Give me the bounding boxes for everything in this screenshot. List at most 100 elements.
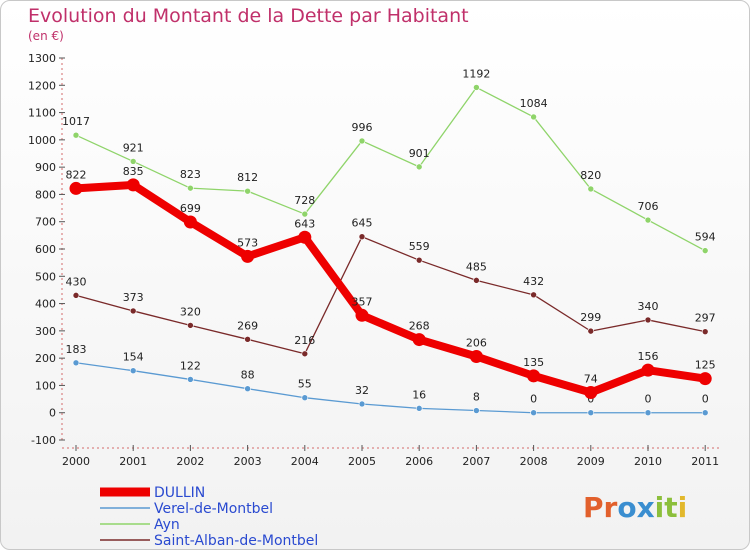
data-point: [298, 230, 312, 244]
data-label: 1192: [462, 67, 490, 80]
x-tick-label: 2000: [62, 455, 90, 468]
data-label: 643: [294, 217, 315, 230]
data-label: 728: [294, 194, 315, 207]
data-label: 268: [409, 320, 430, 333]
y-tick-label: 900: [35, 161, 56, 174]
data-label: 55: [298, 378, 312, 391]
proxiti-logo: Proxiti: [583, 491, 687, 524]
y-tick-label: 400: [35, 298, 56, 311]
data-label: 0: [702, 393, 709, 406]
y-tick-label: 800: [35, 188, 56, 201]
y-tick-label: 100: [35, 379, 56, 392]
data-label: 594: [695, 231, 716, 244]
data-label: 32: [355, 384, 369, 397]
data-point: [587, 409, 595, 417]
data-point: [530, 409, 537, 417]
data-point: [530, 291, 537, 299]
x-tick-label: 2005: [348, 455, 376, 468]
data-point: [301, 210, 309, 218]
x-tick-label: 2009: [577, 455, 605, 468]
x-tick-label: 2007: [462, 455, 490, 468]
data-point: [183, 215, 197, 229]
data-label: 822: [66, 168, 87, 181]
legend-label: DULLIN: [154, 485, 205, 501]
data-point: [187, 184, 194, 192]
data-label: 559: [409, 240, 430, 253]
data-label: 122: [180, 359, 201, 372]
data-label: 0: [530, 393, 537, 406]
data-point: [415, 256, 423, 264]
legend-item: Saint-Alban-de-Montbel: [100, 533, 318, 549]
legend: DULLINVerel-de-MontbelAynSaint-Alban-de-…: [100, 485, 318, 549]
data-point: [527, 369, 541, 383]
data-point: [701, 247, 709, 254]
series-line: [75, 86, 706, 252]
data-point: [187, 322, 194, 329]
data-point: [415, 163, 423, 171]
data-label: 1084: [520, 97, 548, 110]
data-point: [355, 308, 369, 322]
data-label: 432: [523, 275, 544, 288]
data-point: [644, 216, 652, 224]
data-label: 156: [638, 350, 659, 363]
data-point: [641, 363, 655, 377]
data-label: 154: [123, 351, 144, 364]
x-tick-label: 2004: [291, 455, 319, 468]
data-label: 299: [580, 311, 601, 324]
data-point: [587, 185, 595, 193]
data-point: [72, 292, 80, 299]
x-tick-label: 2001: [119, 455, 147, 468]
y-tick-label: 0: [49, 407, 56, 420]
data-label: 135: [523, 356, 544, 369]
data-label: 88: [241, 369, 255, 382]
data-point: [241, 249, 255, 263]
series-line: [75, 362, 706, 414]
data-point: [644, 316, 652, 324]
data-label: 430: [66, 275, 87, 288]
data-point: [187, 376, 194, 383]
legend-label: Ayn: [154, 517, 180, 533]
data-point: [69, 181, 83, 195]
data-point: [469, 350, 483, 364]
data-point: [412, 333, 426, 347]
x-tick-label: 2002: [176, 455, 204, 468]
data-label: 125: [695, 359, 716, 372]
y-tick-label: 500: [35, 270, 56, 283]
chart-title: Evolution du Montant de la Dette par Hab…: [28, 5, 469, 27]
data-label: 74: [584, 373, 598, 386]
data-point: [301, 350, 309, 358]
logo-text: Proxiti: [583, 491, 687, 524]
y-tick-label: 1100: [28, 107, 56, 120]
data-label: 206: [466, 337, 487, 350]
y-tick-label: 1000: [28, 134, 56, 147]
data-point: [701, 409, 709, 417]
data-label: 373: [123, 291, 144, 304]
data-point: [587, 327, 595, 335]
x-tick-label: 2003: [234, 455, 262, 468]
x-tick-label: 2010: [634, 455, 662, 468]
series-ayn: 1017 921 823 812 728 996 901 1192 1084 820 706 594: [62, 67, 716, 254]
data-label: 835: [123, 165, 144, 178]
legend-item: Verel-de-Montbel: [100, 501, 273, 517]
data-label: 820: [580, 169, 601, 182]
data-point: [244, 336, 251, 343]
data-label: 183: [66, 343, 87, 356]
data-point: [415, 405, 423, 412]
data-point: [473, 84, 480, 91]
y-tick-label: 700: [35, 216, 56, 229]
data-label: 340: [638, 300, 659, 313]
data-point: [244, 385, 251, 393]
x-tick-label: 2006: [405, 455, 433, 468]
data-label: 573: [237, 236, 258, 249]
data-label: 297: [695, 312, 716, 325]
y-tick-label: 1300: [28, 52, 56, 65]
data-label: 706: [638, 200, 659, 213]
data-point: [301, 394, 309, 402]
data-point: [358, 233, 366, 241]
data-point: [701, 328, 709, 335]
series-line: [75, 180, 706, 397]
data-label: 357: [352, 295, 373, 308]
